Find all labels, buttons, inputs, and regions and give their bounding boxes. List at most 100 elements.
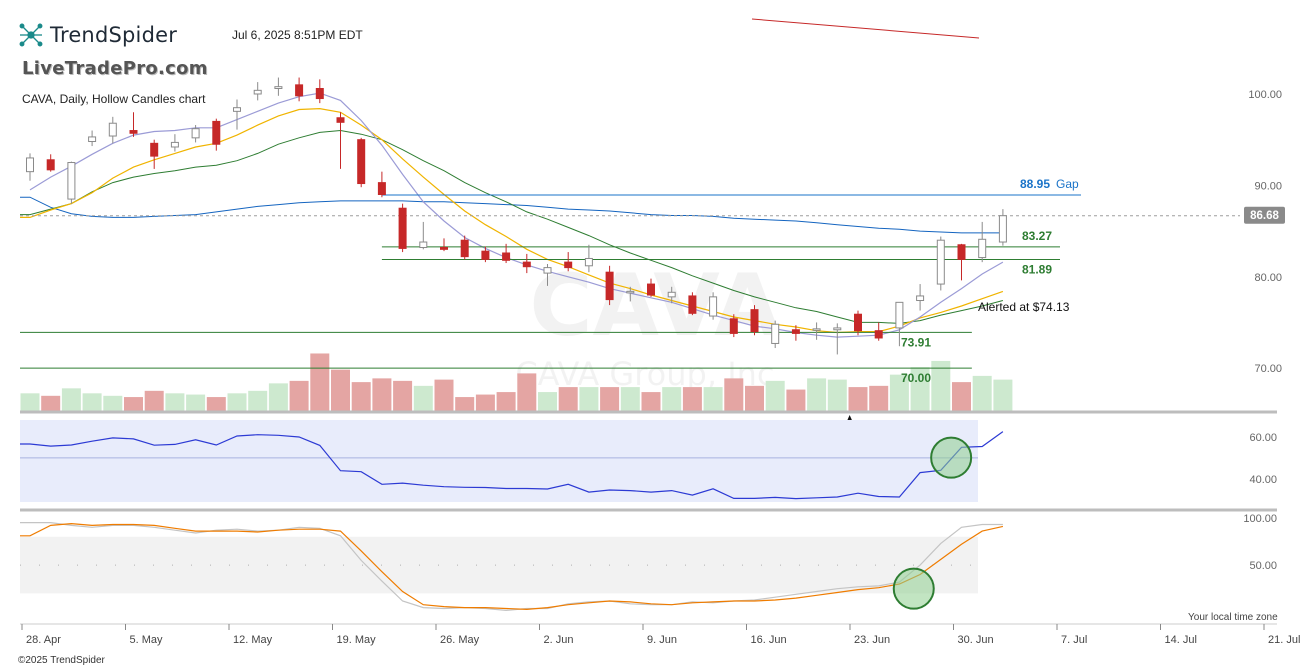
candle bbox=[874, 322, 883, 341]
candle-body bbox=[481, 250, 490, 260]
volume-bar bbox=[144, 390, 164, 412]
volume-bar bbox=[41, 395, 61, 412]
candle-body bbox=[874, 330, 883, 339]
x-tick-label: 12. May bbox=[233, 634, 273, 646]
volume-bar bbox=[889, 374, 909, 412]
spider-logo-icon bbox=[19, 23, 43, 47]
volume-bar bbox=[538, 392, 557, 412]
volume-bar bbox=[186, 394, 206, 412]
candle-body bbox=[771, 323, 780, 344]
candle-body bbox=[88, 136, 97, 143]
candle bbox=[398, 203, 407, 253]
candle bbox=[833, 323, 842, 355]
candle-body bbox=[522, 261, 531, 268]
candle bbox=[750, 305, 759, 336]
volume-bar bbox=[124, 397, 143, 412]
candle-body bbox=[957, 244, 966, 260]
candle-body bbox=[460, 239, 469, 258]
x-tick-label: 16. Jun bbox=[751, 634, 787, 646]
candle-body bbox=[295, 84, 304, 97]
trendspider-logo: TrendSpider bbox=[18, 22, 177, 48]
candle bbox=[212, 118, 221, 151]
x-tick-label: 28. Apr bbox=[26, 634, 61, 646]
candle bbox=[26, 153, 34, 181]
copyright-text: ©2025 TrendSpider bbox=[18, 655, 105, 666]
candle bbox=[336, 112, 345, 169]
indicator2-tick-label: 50.00 bbox=[1249, 560, 1277, 572]
price-tick-label: 90.00 bbox=[1254, 180, 1282, 192]
highlight-circle bbox=[930, 436, 973, 479]
candle-body bbox=[998, 215, 1007, 243]
chart-description: CAVA, Daily, Hollow Candles chart bbox=[22, 92, 206, 106]
candle-body bbox=[978, 238, 987, 259]
candle bbox=[315, 79, 324, 104]
candle bbox=[191, 125, 200, 143]
candle-body bbox=[605, 271, 614, 301]
volume-bar bbox=[227, 393, 247, 412]
candle bbox=[274, 77, 283, 96]
candle-body bbox=[253, 89, 262, 95]
candle bbox=[233, 99, 241, 130]
last-price-label: 86.68 bbox=[1250, 210, 1279, 222]
volume-bar bbox=[61, 388, 81, 412]
volume-bar bbox=[765, 380, 785, 412]
candle-body bbox=[377, 182, 386, 196]
level-label-73.91: 73.91 bbox=[901, 335, 931, 349]
candle-body bbox=[750, 309, 759, 333]
volume-bar bbox=[413, 385, 433, 412]
candle-body bbox=[357, 139, 366, 185]
volume-bar bbox=[993, 379, 1013, 412]
indicator2-band bbox=[20, 536, 978, 594]
volume-bar bbox=[558, 387, 578, 412]
candle bbox=[357, 137, 366, 188]
candle bbox=[957, 243, 966, 281]
indicator1-tick-label: 60.00 bbox=[1249, 432, 1277, 444]
price-tick-label: 100.00 bbox=[1248, 89, 1282, 101]
candle-body bbox=[129, 130, 138, 134]
volume-bar bbox=[268, 383, 288, 412]
candle bbox=[150, 139, 159, 169]
candle bbox=[584, 244, 593, 273]
candle-body bbox=[626, 290, 635, 294]
drawing-trendline bbox=[751, 18, 980, 39]
candle bbox=[895, 301, 904, 347]
indicator2-tick-label: 100.00 bbox=[1243, 513, 1277, 525]
x-tick-label: 5. May bbox=[130, 634, 164, 646]
candle bbox=[522, 253, 531, 274]
volume-bar bbox=[869, 385, 889, 412]
candle bbox=[481, 246, 490, 263]
volume-bar bbox=[786, 389, 806, 412]
indicator2-d-line bbox=[20, 522, 1004, 611]
volume-bar bbox=[848, 387, 868, 412]
volume-bar bbox=[724, 378, 744, 412]
candle-body bbox=[667, 291, 676, 298]
symbol-watermark: CAVA bbox=[529, 256, 781, 356]
candle-body bbox=[170, 141, 179, 148]
candle bbox=[647, 278, 655, 297]
volume-bar bbox=[972, 375, 992, 412]
volume-bar bbox=[662, 387, 682, 412]
volume-bar bbox=[682, 387, 702, 412]
level-label-81.89: 81.89 bbox=[1022, 262, 1052, 276]
candle bbox=[729, 314, 738, 338]
candle-body bbox=[936, 239, 945, 285]
x-tick-label: 9. Jun bbox=[647, 634, 677, 646]
candle-body bbox=[709, 296, 718, 317]
candle bbox=[916, 284, 925, 311]
volume-bar bbox=[579, 387, 599, 412]
candle bbox=[854, 310, 862, 336]
candle-body bbox=[729, 318, 738, 334]
indicator2-k-line bbox=[20, 521, 1003, 612]
volume-bar bbox=[745, 385, 764, 412]
candle-body bbox=[419, 241, 428, 249]
candle bbox=[46, 154, 55, 172]
x-tick-label: 19. May bbox=[337, 634, 377, 646]
company-watermark: CAVA Group, Inc. bbox=[515, 355, 784, 393]
candle bbox=[502, 243, 511, 264]
moving-average-yellow bbox=[20, 107, 1004, 334]
candle bbox=[88, 130, 97, 147]
candle bbox=[771, 320, 780, 349]
livetradepro-watermark: LiveTradePro.com bbox=[22, 58, 208, 79]
candle bbox=[295, 77, 304, 102]
